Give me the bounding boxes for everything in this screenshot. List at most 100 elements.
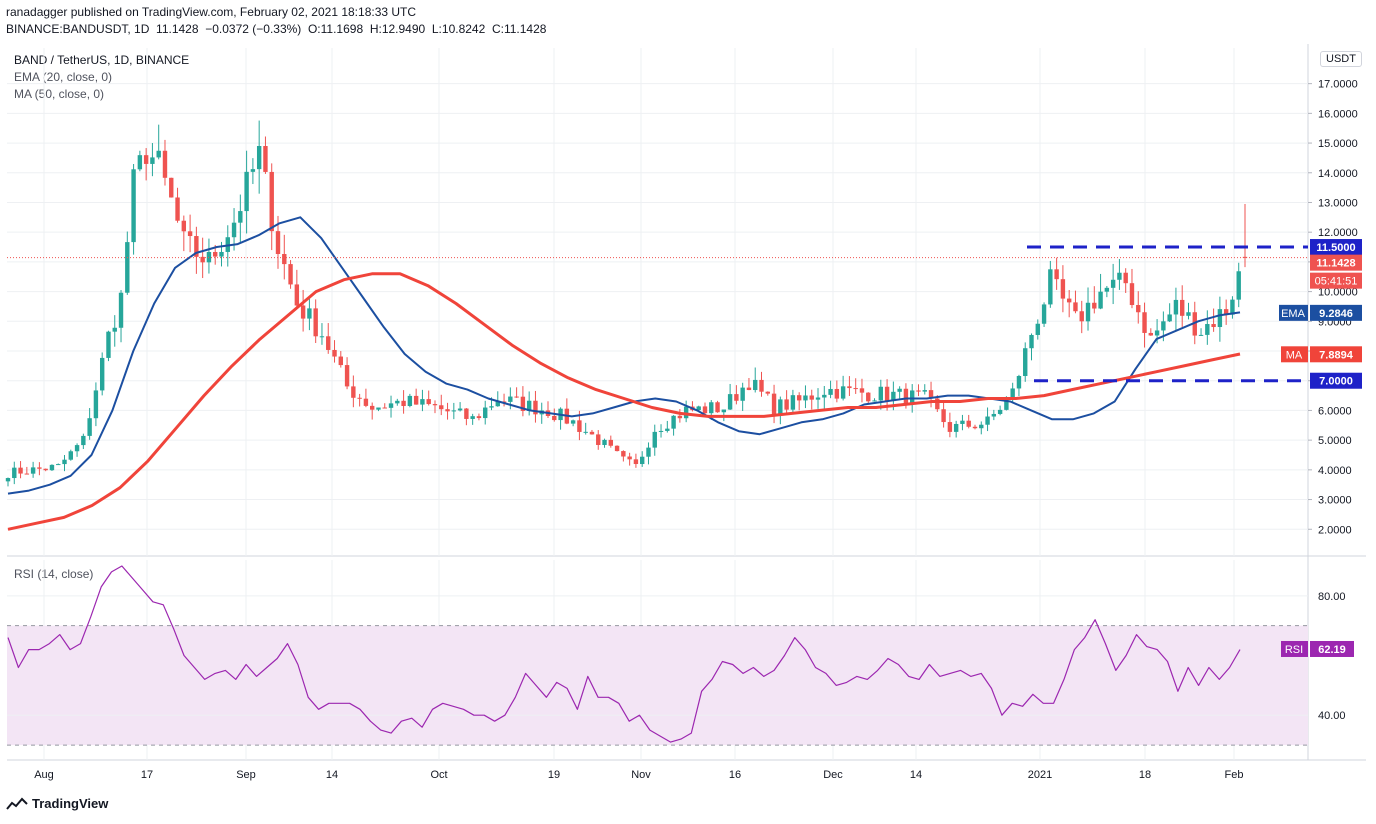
- candle-body: [840, 386, 846, 399]
- tradingview-logo[interactable]: TradingView: [6, 796, 108, 811]
- candle-body: [200, 256, 205, 263]
- candle-body: [652, 431, 657, 448]
- candle-body: [483, 407, 488, 419]
- ma-tag: MA: [1286, 349, 1303, 361]
- candle-body: [910, 390, 915, 405]
- candle-body: [577, 420, 582, 432]
- candle-body: [796, 395, 802, 401]
- high-label: H:: [369, 22, 382, 36]
- y-tick-label: 4.0000: [1318, 465, 1352, 477]
- y-tick-label: 3.0000: [1318, 495, 1352, 507]
- candle-body: [332, 349, 337, 357]
- level-label-box: [1310, 239, 1362, 256]
- rsi-value-label: 62.19: [1318, 644, 1346, 656]
- currency-badge[interactable]: USDT: [1320, 51, 1362, 67]
- candle-body: [1060, 279, 1066, 299]
- candle-body: [420, 399, 425, 405]
- ema-line: [7, 216, 1241, 495]
- last-price-label: 11.1428: [1316, 258, 1355, 270]
- candle-body: [319, 336, 325, 338]
- candle-body: [125, 242, 130, 293]
- candle-body: [288, 264, 293, 285]
- candle-body: [828, 388, 833, 395]
- candle-body: [156, 150, 161, 158]
- rsi-tag-box: [1281, 640, 1308, 657]
- ma-legend[interactable]: MA (50, close, 0): [14, 87, 105, 101]
- candle-body: [93, 390, 99, 419]
- candle-body: [43, 468, 48, 471]
- candle-body: [1129, 283, 1135, 306]
- y-tick-label: 12.0000: [1318, 227, 1358, 239]
- candle-body: [627, 456, 632, 460]
- candle-body: [1217, 309, 1223, 328]
- candle-body: [451, 410, 457, 412]
- x-tick-label: Aug: [34, 769, 54, 781]
- candle-body: [445, 409, 450, 412]
- candle-body: [866, 392, 871, 402]
- candle-body: [1192, 312, 1197, 336]
- candle-body: [187, 231, 193, 237]
- ma-tag-box: [1281, 346, 1308, 363]
- published-line: ranadagger published on TradingView.com,…: [6, 5, 417, 19]
- candle-body: [143, 155, 149, 164]
- candle-body: [1104, 287, 1110, 292]
- rsi-line: [7, 565, 1241, 743]
- candle-body: [903, 388, 909, 405]
- candle-body: [665, 428, 670, 431]
- candle-body: [847, 386, 852, 389]
- candle-body: [12, 467, 17, 479]
- candle-body: [1167, 314, 1172, 322]
- candle-body: [413, 395, 419, 405]
- candle-body: [677, 415, 683, 419]
- y-tick-label: 14.0000: [1318, 168, 1358, 180]
- last-price: 11.1428: [156, 22, 199, 36]
- ema-legend[interactable]: EMA (20, close, 0): [14, 70, 113, 84]
- candle-body: [275, 231, 281, 255]
- level-label: 11.5000: [1316, 242, 1355, 254]
- candle-body: [388, 403, 394, 408]
- rsi-band: [7, 625, 1308, 746]
- y-tick-label: 17.0000: [1318, 79, 1358, 91]
- candle-body: [118, 292, 124, 328]
- candle-body: [935, 398, 940, 410]
- candle-body: [1048, 269, 1053, 305]
- open-value: 11.1698: [320, 22, 364, 36]
- candle-body: [395, 400, 400, 404]
- candle-body: [150, 157, 155, 164]
- candle-body: [476, 416, 482, 419]
- candle-body: [702, 406, 708, 414]
- candle-body: [181, 220, 187, 232]
- candle-body: [326, 336, 331, 350]
- candle-body: [960, 420, 965, 424]
- candle-body: [1242, 256, 1248, 258]
- x-tick-label: Oct: [430, 769, 447, 781]
- candle-body: [382, 407, 387, 409]
- candle-body: [941, 409, 946, 423]
- candle-body: [746, 387, 752, 391]
- candle-body: [263, 145, 268, 172]
- rsi-legend[interactable]: RSI (14, close): [14, 567, 94, 581]
- candle-body: [401, 400, 406, 407]
- candle-body: [533, 400, 538, 415]
- main-legend[interactable]: BAND / TetherUS, 1D, BINANCE: [14, 53, 190, 67]
- candle-body: [256, 145, 262, 170]
- candle-body: [765, 391, 770, 394]
- candle-body: [457, 408, 463, 411]
- low-value: 10.8242: [441, 22, 486, 36]
- x-tick-label: Nov: [631, 769, 651, 781]
- candle-body: [357, 397, 362, 399]
- candle-body: [715, 402, 720, 413]
- candle-body: [169, 177, 174, 198]
- candle-body: [1180, 299, 1185, 316]
- rsi-tag: RSI: [1285, 644, 1303, 656]
- candle-body: [1079, 311, 1084, 322]
- ma-value-label-box: [1310, 346, 1362, 363]
- x-tick-label: 16: [729, 769, 741, 781]
- y-tick-label: 15.0000: [1318, 138, 1358, 150]
- candle-body: [1236, 271, 1241, 300]
- candle-body: [928, 390, 934, 399]
- candle-body: [916, 390, 921, 392]
- candle-body: [1123, 272, 1128, 284]
- y-tick-label: 13.0000: [1318, 197, 1358, 209]
